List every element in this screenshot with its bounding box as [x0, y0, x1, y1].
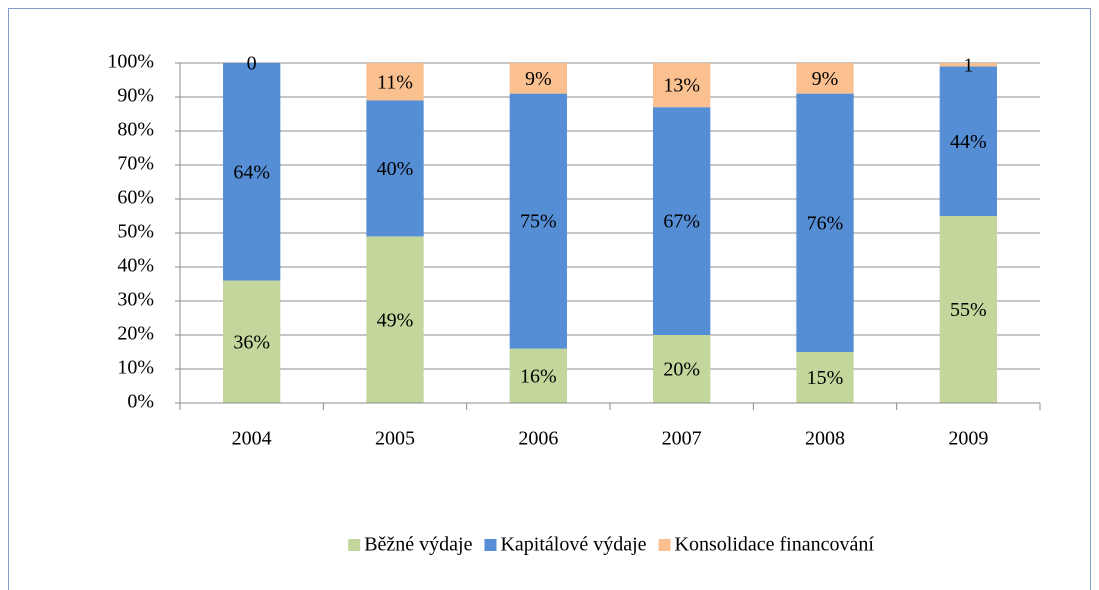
bar-segment: [796, 352, 854, 403]
y-tick-label: 40%: [117, 255, 154, 277]
bar-segment: [653, 335, 711, 403]
data-label: 11%: [377, 71, 413, 93]
x-tick-label: 2005: [375, 428, 415, 450]
y-tick-label: 10%: [117, 357, 154, 379]
x-tick-label: 2006: [518, 428, 558, 450]
data-label: 0: [247, 53, 257, 75]
bar-segment: [366, 236, 424, 403]
data-label: 40%: [377, 158, 414, 180]
data-label: 1: [963, 54, 973, 76]
data-label: 20%: [663, 359, 700, 381]
x-tick-label: 2007: [662, 428, 702, 450]
bar-segment: [796, 93, 854, 352]
bar-segment: [366, 63, 424, 101]
bar-segment: [939, 66, 997, 217]
bar-segment: [939, 63, 997, 67]
y-tick-label: 30%: [117, 289, 154, 311]
y-tick-label: 90%: [117, 85, 154, 107]
data-label: 9%: [525, 68, 552, 90]
y-tick-label: 70%: [117, 153, 154, 175]
bar-segment: [653, 107, 711, 335]
bar-segment: [509, 93, 567, 349]
data-label: 36%: [233, 331, 270, 353]
data-label: 16%: [520, 365, 557, 387]
bar-segment: [653, 63, 711, 108]
bar-segment: [366, 100, 424, 237]
data-label: 67%: [663, 211, 700, 233]
y-tick-label: 20%: [117, 323, 154, 345]
y-tick-label: 0%: [127, 391, 154, 413]
bar-segment: [796, 63, 854, 94]
data-label: 75%: [520, 211, 557, 233]
bar-segment: [223, 63, 281, 281]
data-label: 64%: [233, 161, 270, 183]
data-label: 44%: [950, 131, 987, 153]
x-tick-label: 2009: [948, 428, 988, 450]
x-tick-label: 2004: [232, 428, 272, 450]
y-tick-label: 100%: [107, 51, 154, 73]
bar-segment: [509, 348, 567, 403]
legend-label: Běžné výdaje: [364, 534, 472, 556]
bar-segment: [223, 280, 281, 403]
legend-label: Konsolidace financování: [675, 534, 875, 556]
data-label: 13%: [663, 75, 700, 97]
bar-segment: [509, 63, 567, 94]
legend-swatch: [484, 539, 497, 551]
legend-label: Kapitálové výdaje: [500, 534, 646, 556]
data-label: 49%: [377, 309, 414, 331]
data-label: 9%: [812, 68, 839, 90]
data-label: 15%: [807, 367, 844, 389]
legend-swatch: [658, 539, 671, 551]
data-label: 76%: [807, 212, 844, 234]
data-label: 55%: [950, 299, 987, 321]
x-tick-label: 2008: [805, 428, 845, 450]
y-tick-label: 80%: [117, 119, 154, 141]
y-tick-label: 60%: [117, 187, 154, 209]
chart-frame: [8, 8, 1091, 590]
bar-segment: [939, 216, 997, 403]
y-tick-label: 50%: [117, 221, 154, 243]
legend-swatch: [348, 539, 361, 551]
